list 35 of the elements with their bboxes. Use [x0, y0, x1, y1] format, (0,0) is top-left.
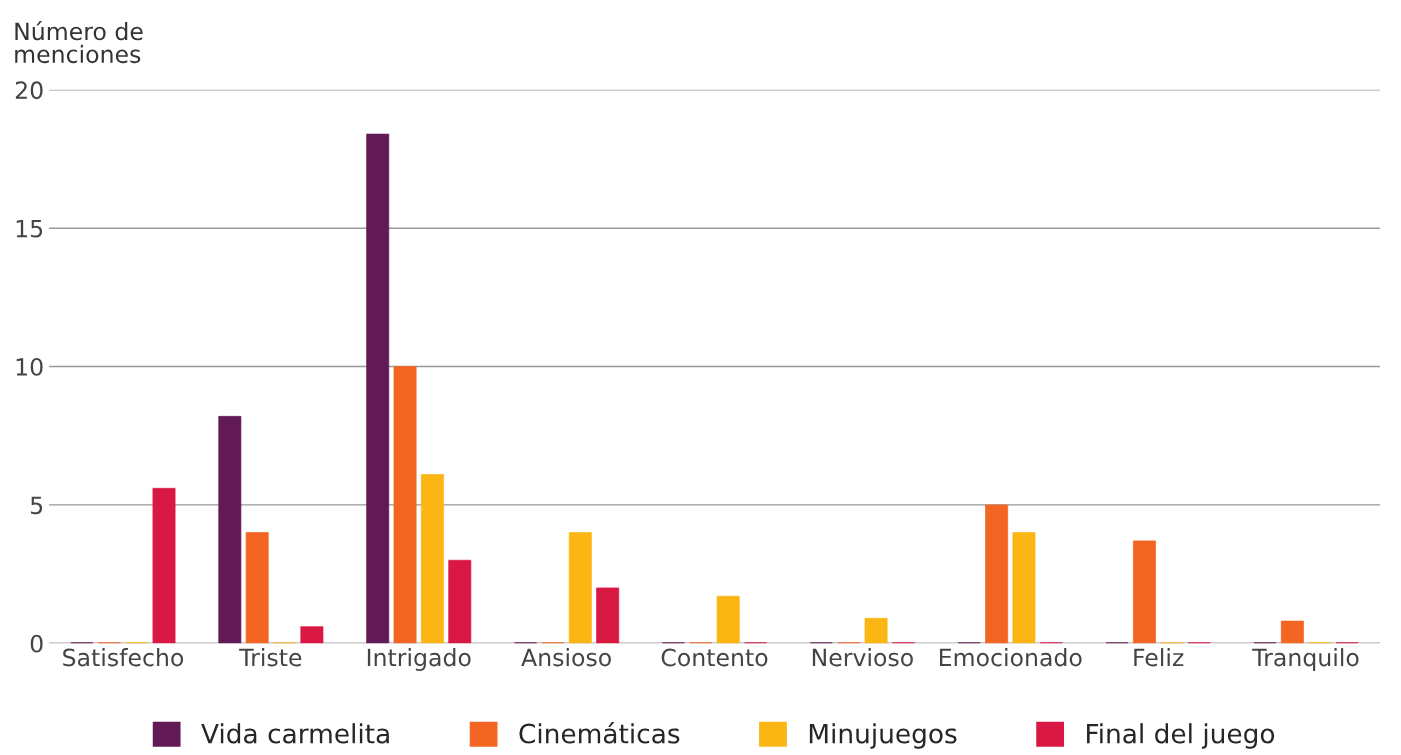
- bar: [366, 133, 390, 644]
- legend-label: Vida carmelita: [201, 723, 389, 744]
- x-tick-label: Satisfecho: [63, 648, 184, 667]
- y-tick-label: 15: [16, 219, 43, 238]
- y-tick-label: 10: [16, 358, 43, 376]
- legend-label: Minujuegos: [809, 723, 957, 749]
- y-tick-label: 5: [30, 496, 43, 515]
- x-tick-label: Contento: [661, 648, 768, 667]
- legend-label: Final del juego: [1087, 723, 1275, 749]
- bar: [420, 474, 444, 644]
- legend-label: Cinemáticas: [519, 722, 680, 744]
- bar: [1133, 540, 1156, 644]
- bar: [568, 532, 592, 644]
- bar: [300, 626, 324, 644]
- bar: [985, 504, 1009, 644]
- x-tick-label: Tranquilo: [1252, 648, 1359, 671]
- x-tick-label: Triste: [239, 648, 302, 667]
- bar: [448, 559, 472, 644]
- bar: [393, 366, 417, 644]
- x-tick-label: Ansioso: [521, 648, 611, 667]
- y-tick-label: 0: [30, 634, 43, 653]
- y-tick-label: 20: [15, 81, 43, 100]
- bar: [1012, 532, 1036, 644]
- y-axis-title: Número de menciones: [15, 21, 143, 64]
- bar: [716, 595, 740, 644]
- bar: [245, 532, 269, 644]
- bar: [152, 487, 176, 644]
- x-tick-label: Intrigado: [367, 648, 471, 671]
- bar: [596, 587, 620, 644]
- x-tick-label: Nervioso: [812, 648, 913, 667]
- x-tick-label: Feliz: [1134, 648, 1184, 667]
- bar: [864, 618, 888, 644]
- bar: [1280, 620, 1304, 644]
- bar: [218, 416, 242, 644]
- x-tick-label: Emocionado: [939, 648, 1082, 667]
